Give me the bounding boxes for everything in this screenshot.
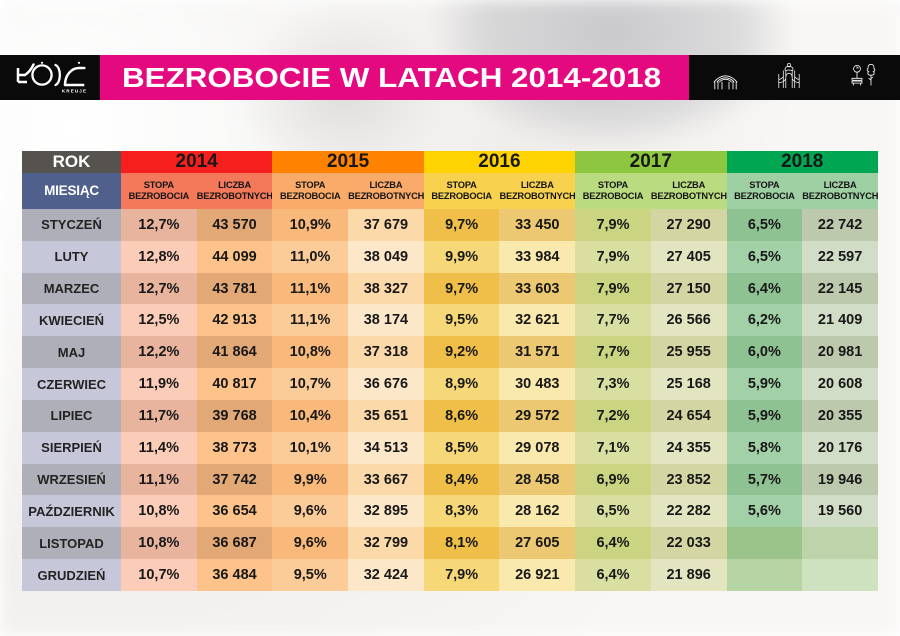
svg-text:KREUJE: KREUJE [62, 88, 87, 93]
